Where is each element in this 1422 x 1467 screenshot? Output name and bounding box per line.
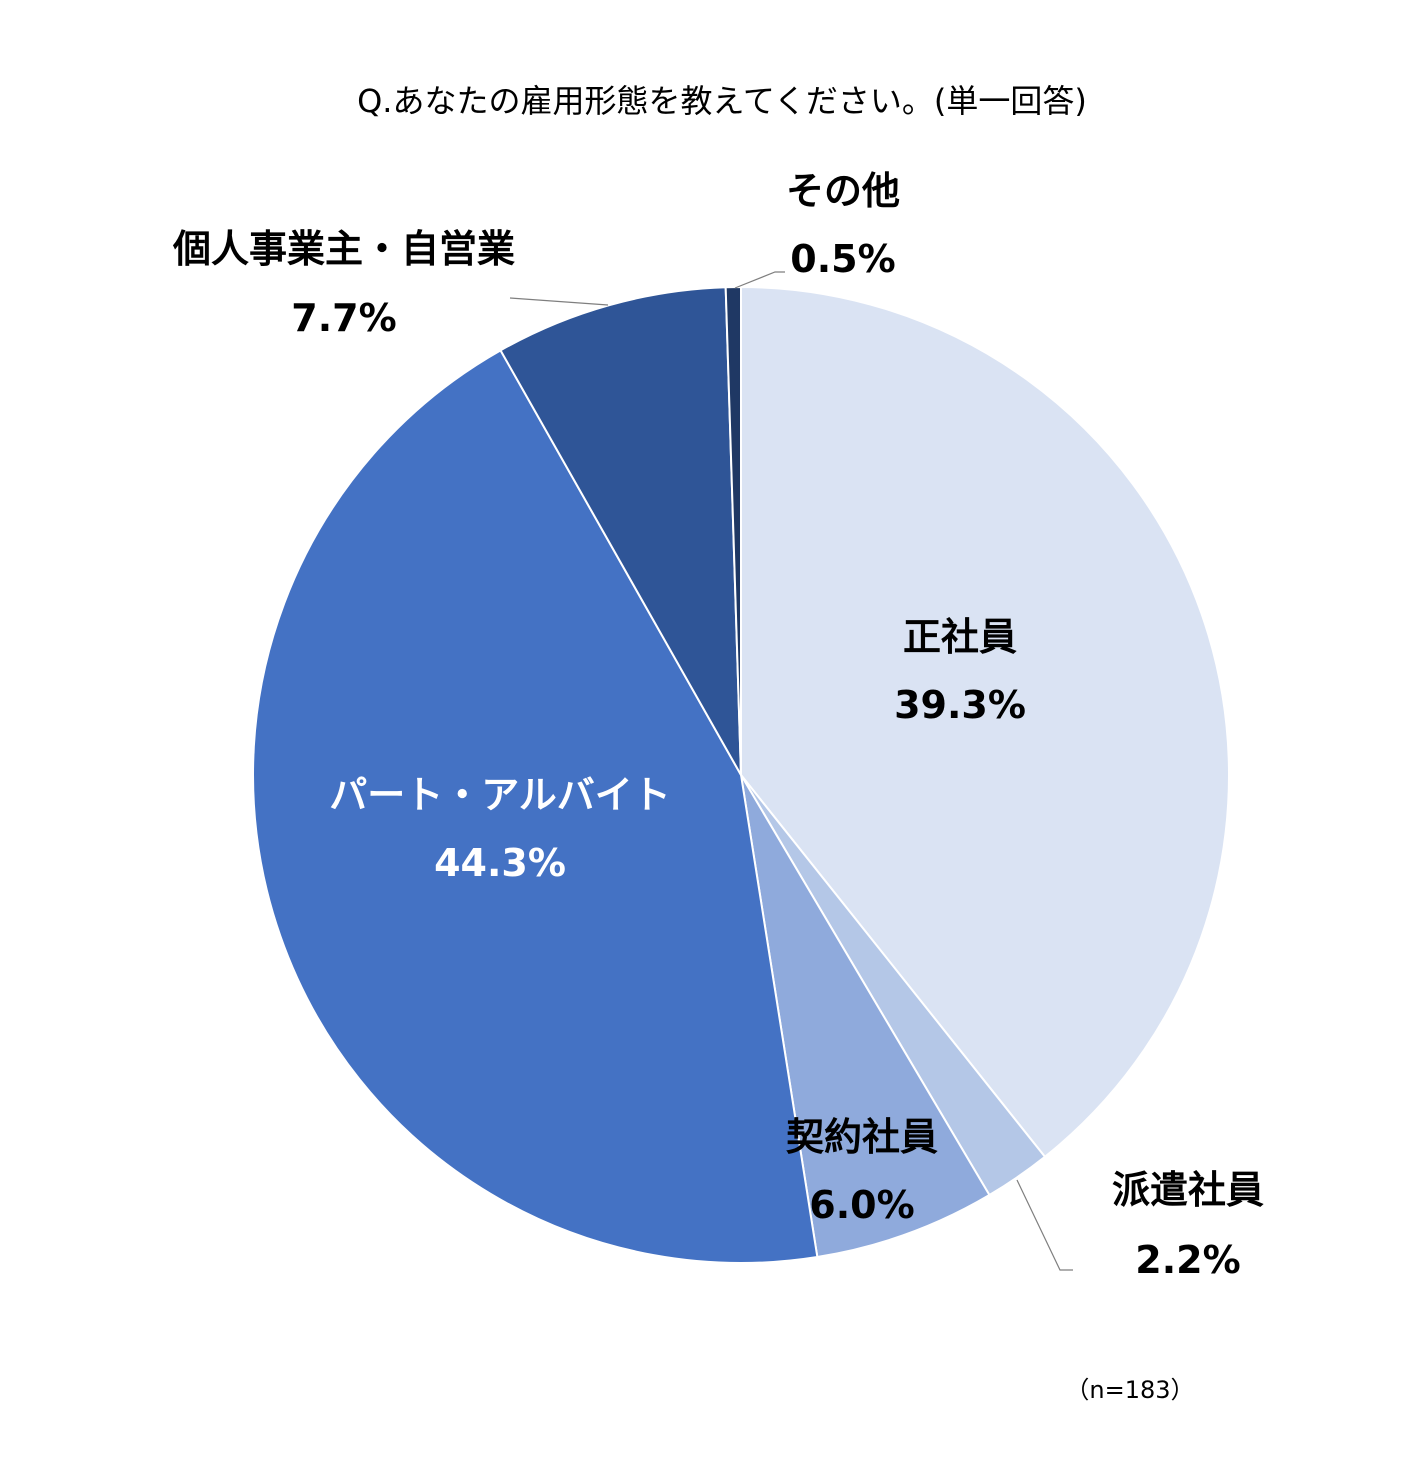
pie-slices [252, 285, 1231, 1264]
slice-name-label: 個人事業主・自営業 [172, 227, 515, 271]
leader-line-2 [1016, 1179, 1073, 1271]
leader-lines [509, 271, 1073, 1271]
slice-value-label: 2.2% [1135, 1238, 1240, 1282]
slice-name-label: 正社員 [903, 615, 1017, 659]
slice-value-label: 44.3% [434, 841, 566, 885]
slice-name-label: その他 [786, 169, 900, 213]
slice-value-label: 6.0% [809, 1183, 914, 1227]
slice-name-label: 派遣社員 [1112, 1168, 1264, 1212]
pie-slice-6 [724, 285, 742, 776]
slice-name-label: 契約社員 [786, 1115, 938, 1159]
slice-value-label: 0.5% [790, 237, 895, 281]
pie-slice-4 [252, 348, 819, 1264]
pie-slice-5 [499, 286, 742, 776]
leader-line-5 [509, 297, 609, 306]
slice-value-label: 7.7% [291, 296, 396, 340]
slice-labels: 正社員 39.3% 派遣社員 2.2% 契約社員 6.0% パート・アルバイト 44.3% 個人… [172, 169, 1264, 1282]
pie-slice-1 [740, 285, 1231, 1159]
slice-value-label: 39.3% [894, 683, 1026, 727]
slice-name-label: パート・アルバイト [329, 773, 671, 817]
sample-size-note: （n=183） [1065, 1376, 1194, 1404]
leader-line-6 [734, 271, 785, 289]
chart-title: Q.あなたの雇用形態を教えてください。(単一回答) [357, 82, 1087, 120]
pie-slice-3 [740, 774, 991, 1259]
